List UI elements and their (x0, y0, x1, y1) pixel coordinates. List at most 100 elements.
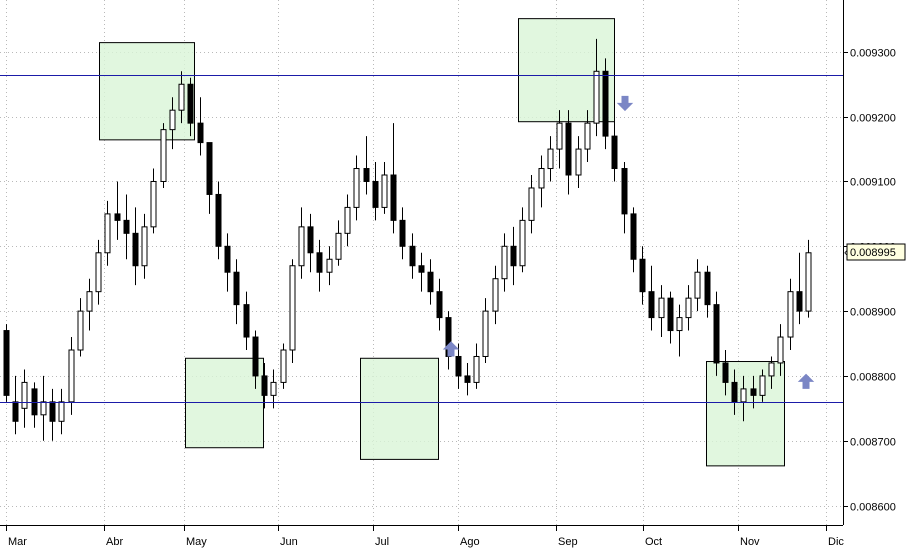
candle-body (621, 168, 628, 215)
candle-body (482, 310, 489, 357)
candle-body (58, 401, 65, 422)
candle-body (519, 219, 526, 267)
candle-body (565, 122, 572, 176)
candle-body (150, 180, 157, 228)
candle-body (381, 174, 388, 208)
candle-body (307, 226, 314, 254)
y-tick-label: 0.008600 (850, 502, 896, 514)
x-tick-label: Jul (375, 536, 389, 548)
candle-body (77, 310, 84, 351)
candle-body (68, 349, 75, 403)
highlight-boxes (99, 18, 785, 467)
candle-body (104, 213, 111, 254)
candle-body (648, 291, 655, 319)
candle-body (510, 245, 517, 267)
candle-body (363, 168, 370, 182)
candle-body (224, 245, 231, 273)
candle-body (114, 213, 121, 221)
candle-body (31, 388, 38, 416)
x-tick-label: Jun (280, 536, 298, 548)
candle-body (611, 135, 618, 170)
candle-body (667, 297, 674, 332)
candle-body (160, 129, 167, 182)
candle-body (685, 297, 692, 319)
candle-body (593, 70, 600, 124)
candle-body (132, 232, 139, 267)
candle-body (298, 226, 305, 267)
highlight-box (518, 18, 615, 123)
candle-body (123, 219, 130, 234)
candle-body (3, 330, 10, 396)
candle-body (187, 83, 194, 124)
candle-body (676, 317, 683, 332)
candle-body (556, 122, 563, 150)
candle-body (777, 336, 784, 364)
candle-body (197, 122, 204, 144)
candle-body (261, 375, 268, 396)
x-tick-label: Oct (645, 536, 662, 548)
candle-body (575, 148, 582, 176)
signal-arrows (442, 95, 815, 389)
y-tick-label: 0.009100 (850, 177, 896, 189)
candle-body (12, 401, 19, 422)
candle-body (759, 375, 766, 396)
candle-body (280, 349, 287, 383)
current-price-marker: ‹ 0.008995 (844, 243, 906, 261)
candle-body (233, 271, 240, 306)
x-tick-label: Sep (558, 536, 578, 548)
candle-body (731, 381, 738, 403)
candle-body (492, 278, 499, 312)
candle-body (658, 297, 665, 319)
candle-body (768, 362, 775, 377)
x-tick-label: Abr (106, 536, 123, 548)
y-tick-label: 0.008700 (850, 437, 896, 449)
candle-body (344, 206, 351, 234)
candle-body (602, 70, 609, 137)
candle-body (316, 252, 323, 273)
candle-body (418, 265, 425, 273)
candle-body (206, 142, 213, 195)
candle-body (289, 265, 296, 351)
candle-body (326, 258, 333, 273)
x-tick-label: Nov (740, 536, 760, 548)
candle-body (787, 291, 794, 338)
candle-body (547, 148, 554, 170)
highlight-box (360, 357, 439, 460)
candle-body (805, 252, 812, 312)
x-axis-ticks: Mar Abr May Jun Jul Ago Sep Oct Nov Dic (6, 525, 844, 548)
candle-body (796, 291, 803, 312)
arrow-up-icon (797, 373, 815, 389)
horizontal-lines (0, 75, 843, 403)
candle-body (21, 381, 28, 409)
x-tick-label: Mar (8, 536, 27, 548)
y-tick-label: 0.008800 (850, 372, 896, 384)
current-price-pointer: ‹ (844, 247, 848, 259)
current-price-label: 0.008995 (850, 247, 896, 259)
candle-body (49, 401, 56, 422)
y-tick-label: 0.008900 (850, 307, 896, 319)
candle-body (86, 291, 93, 312)
candle-body (722, 362, 729, 383)
candle-body (243, 304, 250, 338)
candle-body (427, 271, 434, 293)
candle-body (750, 388, 757, 396)
candle-body (399, 219, 406, 247)
y-axis-ticks: 0.0086000.0087000.0088000.0089000.009000… (843, 48, 896, 514)
candle-body (178, 83, 185, 111)
highlight-box (706, 361, 785, 467)
candle-body (409, 245, 416, 267)
candle-body (436, 291, 443, 319)
candle-body (252, 336, 259, 377)
candle-body (141, 226, 148, 267)
candle-body (528, 187, 535, 221)
current-price-box (846, 243, 906, 261)
candle-body (639, 258, 646, 293)
candle-body (584, 122, 591, 150)
candle-body (353, 168, 360, 208)
candle-body (169, 109, 176, 131)
candle-body (270, 381, 277, 396)
candle-body (630, 213, 637, 260)
candle-body (390, 174, 397, 221)
candle-body (704, 271, 711, 306)
